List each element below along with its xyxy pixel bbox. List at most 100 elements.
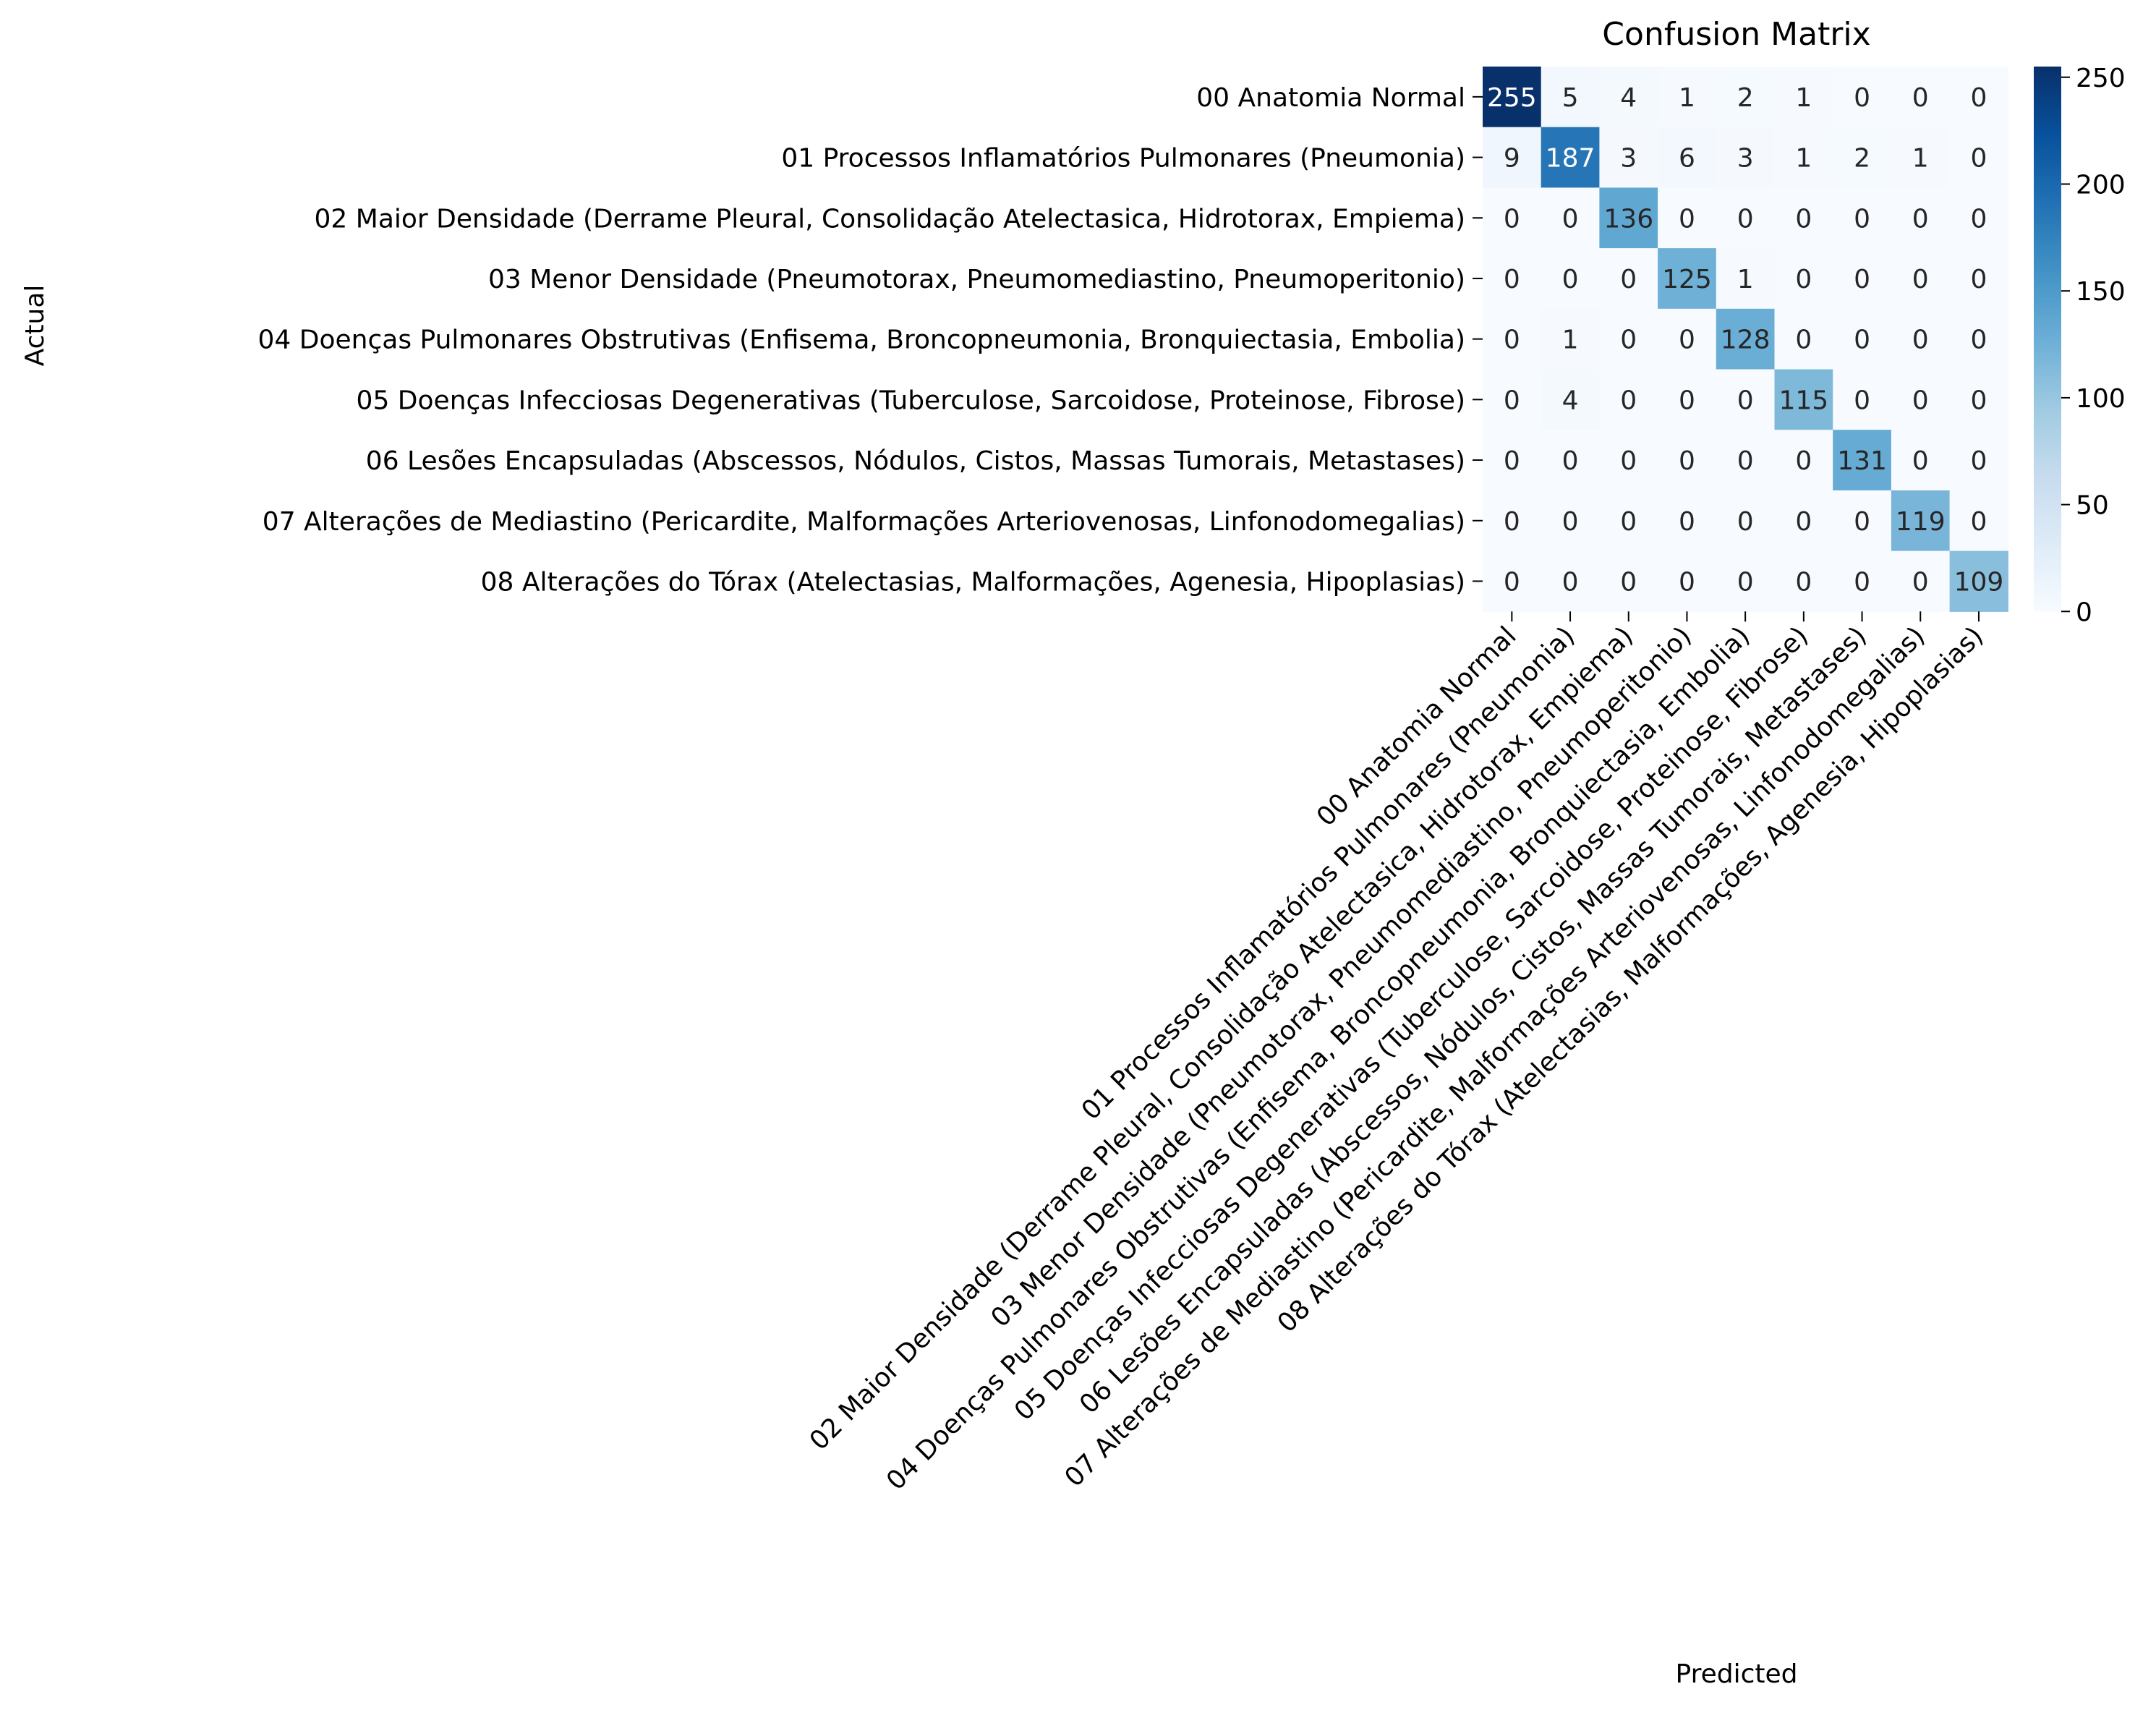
cell-value-label: 0 [1620,567,1637,597]
colorbar-tick-label: 250 [2076,64,2126,93]
heatmap-cell [1716,248,1776,310]
cell-value-label: 0 [1737,507,1754,537]
heatmap-cell [1774,490,1833,552]
heatmap-cell [1833,490,1892,552]
cell-value-label: 0 [1562,507,1579,537]
cell-value-label: 0 [1679,386,1695,415]
heatmap-cell [1599,550,1658,612]
heatmap-cell [1716,187,1776,249]
cell-value-label: 6 [1679,144,1695,174]
heatmap-cell [1658,248,1717,310]
heatmap-cell [1658,127,1717,188]
cell-value-label: 0 [1504,446,1520,476]
cell-value-label: 119 [1896,507,1946,537]
heatmap-cell [1483,550,1542,612]
heatmap-cell [1774,67,1833,128]
heatmap-cell [1774,187,1833,249]
y-tick-label: 02 Maior Densidade (Derrame Pleural, Con… [315,204,1466,234]
heatmap-cell [1541,550,1600,612]
cell-value-label: 3 [1620,144,1637,174]
heatmap-cell [1949,430,2008,491]
cell-value-label: 255 [1487,83,1537,113]
y-tick-label: 00 Anatomia Normal [1196,83,1465,113]
colorbar-tick-label: 50 [2076,491,2109,521]
y-axis-label: Actual [20,285,50,367]
heatmap-cell [1658,67,1717,128]
cell-value-label: 0 [1854,83,1870,113]
y-tick-label: 07 Alterações de Mediastino (Pericardite… [263,507,1465,537]
cell-value-label: 0 [1854,326,1870,355]
cell-value-label: 0 [1504,386,1520,415]
cell-value-label: 0 [1737,204,1754,234]
cell-value-label: 0 [1679,204,1695,234]
heatmap-cell [1891,550,1951,612]
heatmap-cell [1599,490,1658,552]
colorbar-tick-label: 150 [2076,277,2126,307]
heatmap-cell [1891,369,1951,430]
y-tick-label: 05 Doenças Infecciosas Degenerativas (Tu… [357,386,1465,415]
cell-value-label: 0 [1912,204,1929,234]
heatmap-cell [1833,127,1892,188]
cell-value-label: 0 [1737,567,1754,597]
heatmap-cell [1658,490,1717,552]
cell-value-label: 0 [1970,507,1987,537]
heatmap-cell [1658,308,1717,370]
y-tick-label: 03 Menor Densidade (Pneumotorax, Pneumom… [488,265,1465,294]
heatmap-cell [1949,550,2008,612]
heatmap-cell [1891,187,1951,249]
cell-value-label: 0 [1737,446,1754,476]
cell-value-label: 1 [1795,83,1812,113]
heatmap-cell [1658,187,1717,249]
cell-value-label: 0 [1970,144,1987,174]
cell-value-label: 0 [1912,326,1929,355]
cell-value-label: 0 [1854,386,1870,415]
x-axis-label: Predicted [1676,1659,1798,1689]
heatmap-cell [1483,248,1542,310]
heatmap-cell [1541,187,1600,249]
cell-value-label: 0 [1620,446,1637,476]
heatmap-cell [1716,490,1776,552]
cell-value-label: 0 [1562,567,1579,597]
cell-value-label: 125 [1662,265,1712,294]
cell-value-label: 0 [1620,386,1637,415]
heatmap-cell [1774,248,1833,310]
cell-value-label: 0 [1620,265,1637,294]
heatmap-cell [1949,187,2008,249]
cell-value-label: 1 [1562,326,1579,355]
heatmap-cell [1716,308,1776,370]
heatmap-cell [1541,127,1600,188]
cell-value-label: 0 [1504,507,1520,537]
y-tick-label: 06 Lesões Encapsuladas (Abscessos, Nódul… [366,446,1465,476]
cell-value-label: 1 [1737,265,1754,294]
heatmap-cell [1658,369,1717,430]
cell-value-label: 0 [1970,265,1987,294]
cell-value-label: 0 [1620,507,1637,537]
heatmap-cell [1599,308,1658,370]
cell-value-label: 0 [1970,326,1987,355]
heatmap-cell [1716,127,1776,188]
cell-value-label: 0 [1795,567,1812,597]
colorbar-tick-label: 100 [2076,384,2126,414]
heatmap-cell [1658,430,1717,491]
heatmap-cell [1891,308,1951,370]
cell-value-label: 115 [1778,386,1828,415]
heatmap-cell [1599,248,1658,310]
cell-value-label: 0 [1679,326,1695,355]
heatmap-cell [1541,430,1600,491]
heatmap-cell [1774,430,1833,491]
cell-value-label: 0 [1679,567,1695,597]
heatmap-cells [1483,67,2008,612]
cell-value-label: 0 [1504,265,1520,294]
cell-value-label: 0 [1912,567,1929,597]
cell-value-label: 0 [1737,386,1754,415]
heatmap-cell [1483,369,1542,430]
cell-value-label: 0 [1854,265,1870,294]
cell-value-label: 0 [1795,326,1812,355]
heatmap-cell [1541,67,1600,128]
cell-value-label: 2 [1854,144,1870,174]
cell-value-label: 136 [1603,204,1653,234]
cell-value-label: 0 [1504,567,1520,597]
heatmap-cell [1833,550,1892,612]
heatmap-cell [1483,308,1542,370]
cell-value-label: 0 [1562,204,1579,234]
